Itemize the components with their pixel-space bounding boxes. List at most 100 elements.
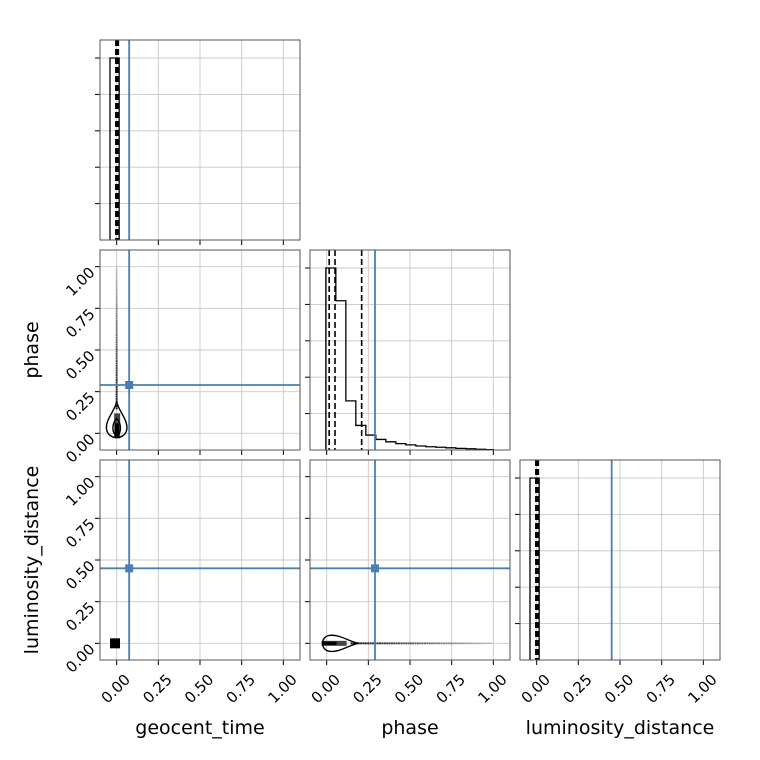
x-tick-label: 0.00 (308, 671, 344, 707)
horizontal-grid (310, 267, 510, 415)
sample-point (480, 642, 483, 645)
sample-point (364, 642, 367, 645)
sample-point (353, 642, 356, 645)
sample-point (115, 315, 118, 318)
sample-point (431, 642, 434, 645)
y-tick-label: 0.00 (62, 640, 98, 676)
sample-point (115, 284, 118, 287)
sample-point (454, 642, 457, 645)
sample-point (115, 300, 118, 303)
hist-panel-frame (309, 249, 511, 451)
histogram (109, 57, 120, 240)
sample-point (371, 642, 374, 645)
sample-point (461, 642, 464, 645)
sample-point (115, 386, 118, 389)
truth-point (125, 564, 134, 573)
sample-point (115, 303, 118, 306)
sample-point (442, 642, 445, 645)
sample-point (115, 400, 118, 403)
sample-point (115, 324, 118, 327)
panel-geocent-time-vs-luminosity-distance: 0.00 0.25 0.50 0.75 1.000.000.250.500.751.00 (62, 459, 301, 707)
sample-point (115, 279, 118, 282)
sample-point (483, 642, 486, 645)
sample-point (115, 404, 118, 407)
sample-point (405, 642, 408, 645)
sample-point (115, 397, 118, 400)
x-tick-label: 0.00 (98, 671, 134, 707)
sample-point (360, 642, 363, 645)
ylabel-phase: phase (21, 321, 43, 378)
sample-point (419, 642, 422, 645)
sample-point (445, 642, 448, 645)
sample-point (115, 307, 118, 310)
sample-point (115, 390, 118, 393)
sample-point (115, 331, 118, 334)
contour (321, 634, 359, 653)
vertical-grid (116, 40, 284, 240)
sample-point (115, 277, 118, 280)
sample-point (115, 367, 118, 370)
x-tick-label: 1.00 (474, 671, 510, 707)
sample-point (416, 642, 419, 645)
sample-point (466, 642, 469, 645)
ylabel-luminosity-distance: luminosity_distance (21, 466, 43, 655)
y-tick-label: 0.75 (62, 515, 98, 551)
density-core (110, 638, 120, 649)
scatter-panel-frame (99, 459, 301, 661)
sample-point (450, 642, 453, 645)
sample-point (357, 642, 360, 645)
x-tick-label: 0.50 (601, 671, 637, 707)
hist-panel-luminosity-distance: 0.00 0.25 0.50 0.75 1.00 (515, 459, 721, 707)
sample-point (115, 393, 118, 396)
sample-point (367, 642, 370, 645)
x-tick-label: 0.75 (643, 671, 679, 707)
x-tick-label: 0.25 (559, 671, 595, 707)
sample-point (115, 326, 118, 329)
sample-point (115, 319, 118, 322)
contour-inner (112, 417, 122, 436)
sample-point (469, 642, 471, 645)
sample-point (115, 333, 118, 336)
histogram (325, 267, 494, 451)
sample-point (115, 345, 118, 348)
hist-panel-frame (519, 459, 721, 661)
sample-point (400, 642, 403, 645)
x-tick-label: 1.00 (684, 671, 720, 707)
vertical-grid (326, 250, 494, 450)
x-tick-label: 1.00 (264, 671, 300, 707)
sample-point (115, 291, 118, 294)
sample-point (438, 642, 441, 645)
x-tick-label: 0.00 (518, 671, 554, 707)
panels: 0.00 0.25 0.50 0.75 1.000.000.250.500.751.00… (62, 39, 721, 707)
sample-point (369, 642, 372, 645)
sample-point (115, 355, 118, 358)
sample-point (390, 642, 393, 645)
x-tick-label: 0.75 (433, 671, 469, 707)
sample-point (395, 642, 398, 645)
hist-panel-frame (99, 39, 301, 241)
sample-point (115, 371, 118, 374)
sample-point (115, 362, 118, 365)
vertical-grid (536, 460, 704, 660)
sample-point (464, 642, 467, 645)
horizontal-grid (100, 57, 300, 205)
sample-point (115, 310, 118, 313)
sample-point (471, 642, 474, 645)
sample-point (115, 338, 118, 341)
sample-point (115, 270, 118, 273)
horizontal-grid (100, 476, 300, 644)
sample-point (383, 642, 386, 645)
sample-point (115, 305, 118, 308)
axis-labels: geocent_time phase luminosity_distance p… (21, 321, 714, 739)
sample-point (115, 388, 118, 391)
horizontal-grid (100, 266, 300, 434)
sample-point (447, 642, 450, 645)
sample-point (485, 642, 488, 645)
sample-point (452, 642, 455, 645)
sample-point (381, 642, 384, 645)
sample-point (424, 642, 427, 645)
x-tick-label: 0.50 (181, 671, 217, 707)
sample-point (115, 341, 118, 344)
sample-point (115, 267, 118, 270)
